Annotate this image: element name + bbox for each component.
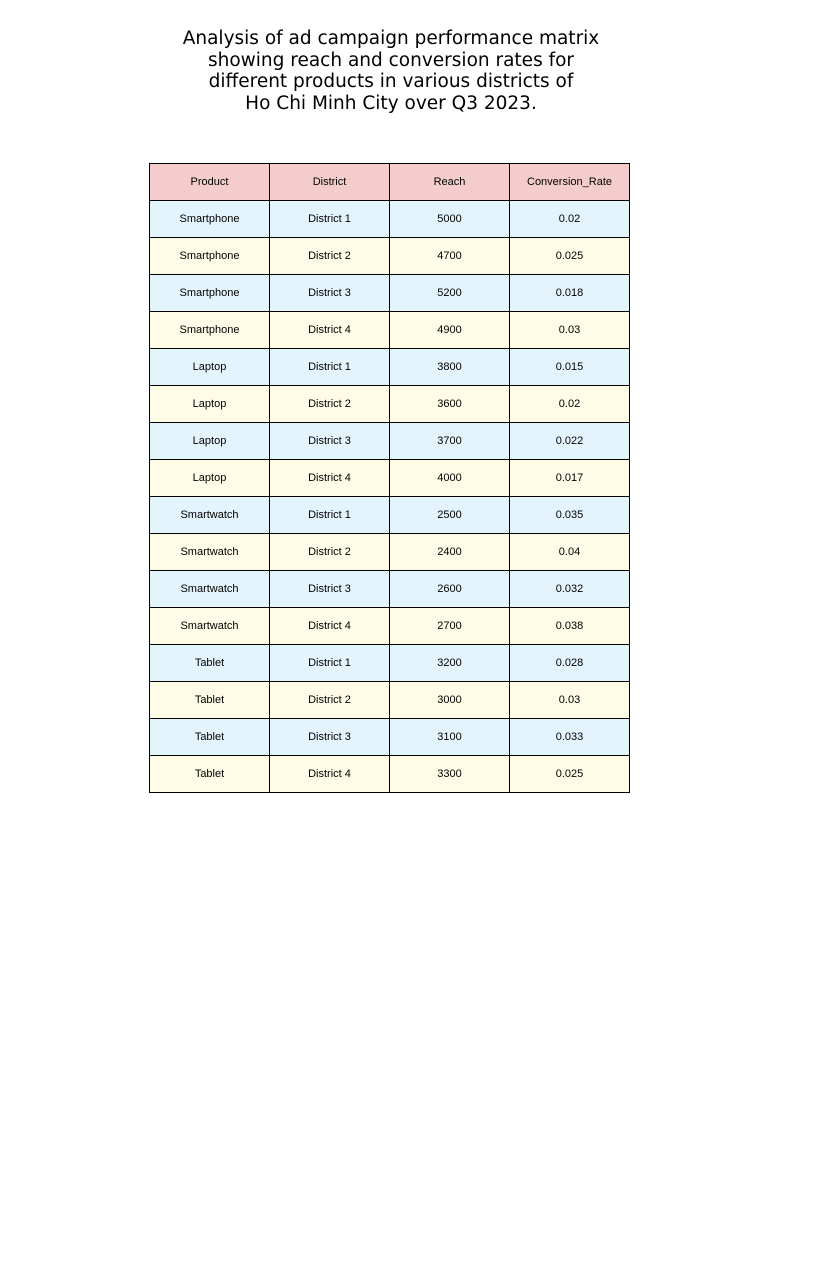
table-cell: District 4 — [269, 755, 390, 793]
table-cell: District 2 — [269, 681, 390, 719]
table-row: Laptop District 2 3600 0.02 — [149, 385, 630, 423]
table-cell: 3200 — [389, 644, 510, 682]
table-cell: 0.03 — [509, 681, 630, 719]
table-cell: Smartwatch — [149, 570, 270, 608]
table-row: Smartwatch District 1 2500 0.035 — [149, 496, 630, 534]
table-row: Laptop District 4 4000 0.017 — [149, 459, 630, 497]
table-cell: 0.04 — [509, 533, 630, 571]
table-cell: 5000 — [389, 200, 510, 238]
table-cell: 3700 — [389, 422, 510, 460]
table-cell: 3000 — [389, 681, 510, 719]
table-row: Smartphone District 3 5200 0.018 — [149, 274, 630, 312]
table-cell: District 1 — [269, 348, 390, 386]
table-cell: 0.017 — [509, 459, 630, 497]
table-row: Smartphone District 4 4900 0.03 — [149, 311, 630, 349]
header-cell: Product — [149, 163, 270, 201]
header-cell: Reach — [389, 163, 510, 201]
table-cell: 2700 — [389, 607, 510, 645]
table-cell: District 2 — [269, 237, 390, 275]
table-cell: District 4 — [269, 459, 390, 497]
chart-title: Analysis of ad campaign performance matr… — [182, 28, 600, 114]
table-cell: Smartphone — [149, 311, 270, 349]
table-cell: 3600 — [389, 385, 510, 423]
table-cell: Laptop — [149, 385, 270, 423]
table-row: Smartphone District 1 5000 0.02 — [149, 200, 630, 238]
table-cell: 0.025 — [509, 237, 630, 275]
table-cell: 0.033 — [509, 718, 630, 756]
table-cell: 2400 — [389, 533, 510, 571]
table-cell: 0.028 — [509, 644, 630, 682]
table-cell: 2500 — [389, 496, 510, 534]
table-row: Tablet District 3 3100 0.033 — [149, 718, 630, 756]
table-cell: District 2 — [269, 385, 390, 423]
table-cell: 0.02 — [509, 385, 630, 423]
table-cell: 3800 — [389, 348, 510, 386]
table-cell: 0.018 — [509, 274, 630, 312]
table-row: Smartphone District 2 4700 0.025 — [149, 237, 630, 275]
table-cell: Smartphone — [149, 237, 270, 275]
table-cell: 4000 — [389, 459, 510, 497]
table-cell: Tablet — [149, 681, 270, 719]
table-row: Tablet District 1 3200 0.028 — [149, 644, 630, 682]
table-row: Laptop District 3 3700 0.022 — [149, 422, 630, 460]
table-cell: District 4 — [269, 311, 390, 349]
table-cell: 4700 — [389, 237, 510, 275]
table-cell: District 3 — [269, 570, 390, 608]
table-cell: Smartphone — [149, 274, 270, 312]
table-cell: 3100 — [389, 718, 510, 756]
table-cell: 3300 — [389, 755, 510, 793]
header-cell: Conversion_Rate — [509, 163, 630, 201]
table-cell: District 3 — [269, 274, 390, 312]
table-row: Smartwatch District 3 2600 0.032 — [149, 570, 630, 608]
table-row: Tablet District 2 3000 0.03 — [149, 681, 630, 719]
table-cell: Laptop — [149, 422, 270, 460]
table-cell: District 1 — [269, 496, 390, 534]
table-cell: District 2 — [269, 533, 390, 571]
table-cell: 0.03 — [509, 311, 630, 349]
data-table: Product District Reach Conversion_Rate Smart… — [149, 163, 630, 793]
table-cell: 0.015 — [509, 348, 630, 386]
table-cell: 0.022 — [509, 422, 630, 460]
table-cell: 0.02 — [509, 200, 630, 238]
table-cell: District 3 — [269, 718, 390, 756]
table-cell: Smartphone — [149, 200, 270, 238]
table-cell: Smartwatch — [149, 607, 270, 645]
table-cell: Smartwatch — [149, 533, 270, 571]
table-cell: 0.038 — [509, 607, 630, 645]
table-cell: 0.035 — [509, 496, 630, 534]
table-row: Tablet District 4 3300 0.025 — [149, 755, 630, 793]
table-cell: 2600 — [389, 570, 510, 608]
table-cell: District 4 — [269, 607, 390, 645]
table-cell: District 3 — [269, 422, 390, 460]
table-cell: 0.032 — [509, 570, 630, 608]
header-row: Product District Reach Conversion_Rate — [149, 163, 630, 201]
table-cell: 0.025 — [509, 755, 630, 793]
table-cell: Tablet — [149, 718, 270, 756]
table-cell: Tablet — [149, 644, 270, 682]
table-cell: Laptop — [149, 459, 270, 497]
table-row: Laptop District 1 3800 0.015 — [149, 348, 630, 386]
table-row: Smartwatch District 4 2700 0.038 — [149, 607, 630, 645]
table-cell: Laptop — [149, 348, 270, 386]
table-cell: District 1 — [269, 200, 390, 238]
table-cell: District 1 — [269, 644, 390, 682]
header-cell: District — [269, 163, 390, 201]
table-row: Smartwatch District 2 2400 0.04 — [149, 533, 630, 571]
table-cell: Tablet — [149, 755, 270, 793]
table-cell: 4900 — [389, 311, 510, 349]
table-cell: Smartwatch — [149, 496, 270, 534]
table-cell: 5200 — [389, 274, 510, 312]
